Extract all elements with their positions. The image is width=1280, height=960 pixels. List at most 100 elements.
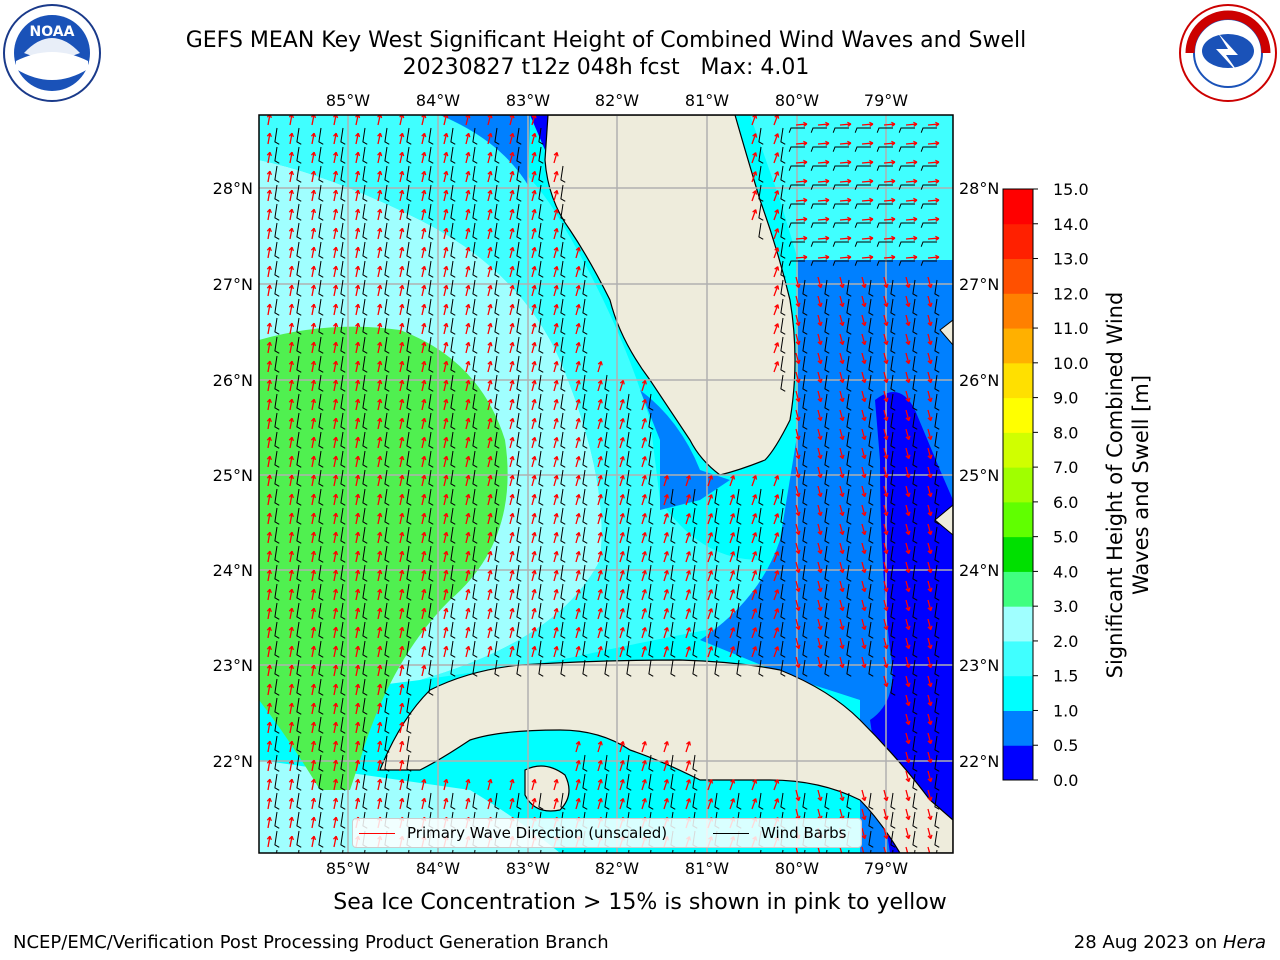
wave-direction-arrow [399, 570, 404, 582]
wave-arrow-head [861, 378, 867, 384]
wave-arrow-head [355, 474, 361, 480]
wave-direction-arrow [861, 409, 866, 421]
wave-direction-arrow [355, 532, 359, 544]
wind-barb [846, 317, 852, 335]
wind-barb [538, 412, 544, 430]
wind-barb [898, 146, 915, 152]
lat-label: 25°N [959, 466, 999, 485]
wave-arrow-head [443, 626, 449, 632]
wind-barb [362, 602, 368, 620]
wave-arrow-head [663, 570, 669, 575]
wave-direction-arrow [509, 133, 514, 145]
wind-barb [582, 412, 588, 430]
wind-barb [890, 811, 896, 829]
wave-direction-arrow [399, 722, 404, 734]
wave-direction-arrow [773, 152, 779, 164]
wave-arrow-head [531, 531, 537, 537]
wind-barb [384, 754, 390, 772]
wave-arrow-head [310, 759, 317, 765]
wave-arrow-head [355, 208, 361, 214]
wave-direction-arrow [377, 266, 381, 278]
wave-arrow-head [487, 341, 493, 347]
wave-arrow-head [465, 189, 471, 195]
wave-arrow-head [905, 701, 911, 707]
wave-direction-arrow [443, 247, 448, 259]
wave-arrow-head [597, 759, 603, 765]
wave-direction-arrow [553, 779, 558, 791]
legend-barb-label: Wind Barbs [761, 824, 847, 842]
wave-direction-arrow [377, 703, 381, 715]
wind-barb [670, 564, 676, 582]
wave-arrow-head [663, 798, 669, 803]
wind-barb [810, 260, 827, 266]
wave-direction-arrow [905, 656, 910, 668]
wave-direction-arrow [443, 171, 448, 183]
wave-arrow-head [531, 170, 537, 176]
wind-barb [648, 564, 654, 582]
wave-direction-arrow [905, 352, 910, 364]
wave-arrow-head [825, 121, 830, 127]
wind-barb [450, 583, 456, 601]
wave-arrow-head [817, 435, 823, 441]
wave-direction-arrow [619, 494, 624, 506]
wind-barb [318, 450, 324, 468]
wave-direction-arrow [883, 123, 896, 126]
wind-barb [318, 298, 324, 316]
wave-direction-arrow [421, 513, 426, 525]
wind-barb [890, 298, 896, 316]
wave-arrow-head [443, 322, 449, 328]
wind-barb [868, 431, 874, 449]
wave-direction-arrow [795, 199, 808, 202]
wave-direction-arrow [509, 475, 514, 487]
wind-barb [582, 355, 588, 373]
wave-arrow-head [421, 588, 427, 594]
wind-barb [472, 317, 478, 335]
wave-arrow-head [355, 170, 361, 176]
wave-direction-arrow [509, 627, 514, 639]
wave-arrow-head [443, 645, 449, 651]
wind-barb [472, 260, 478, 278]
wave-direction-arrow [377, 513, 381, 525]
wave-arrow-head [839, 625, 845, 631]
wind-barb [788, 260, 805, 266]
wind-barb [494, 260, 500, 278]
wave-arrow-head [817, 530, 823, 536]
wave-direction-arrow [267, 646, 271, 658]
wind-barb [538, 507, 544, 525]
wave-arrow-head [883, 549, 889, 555]
wave-arrow-head [266, 436, 272, 442]
wave-direction-arrow [377, 171, 381, 183]
wind-barb [362, 773, 368, 791]
wave-direction-arrow [751, 209, 757, 221]
wave-arrow-head [310, 531, 317, 537]
wave-direction-arrow [465, 608, 470, 620]
wind-barb [362, 222, 368, 240]
wind-barb [274, 811, 280, 829]
wave-arrow-head [443, 265, 449, 271]
wind-barb [868, 526, 874, 544]
wave-direction-arrow [905, 504, 910, 516]
wind-barb [384, 260, 390, 278]
wave-arrow-head [310, 626, 317, 632]
noaa-logo: NOAA [3, 4, 101, 102]
wind-barb [832, 165, 849, 171]
wind-barb [516, 469, 522, 487]
wave-arrow-head [935, 140, 940, 146]
wind-barb [604, 412, 610, 430]
wave-arrow-head [927, 720, 933, 726]
wave-arrow-head [913, 254, 918, 260]
wave-direction-arrow [311, 115, 315, 126]
wind-barb [890, 602, 896, 620]
wave-direction-arrow [333, 532, 337, 544]
wind-barb [934, 488, 940, 506]
wave-direction-arrow [289, 418, 293, 430]
wave-direction-arrow [465, 152, 470, 164]
wave-arrow-head [597, 607, 603, 613]
wind-barb [406, 716, 412, 734]
wave-direction-arrow [311, 570, 315, 582]
wave-arrow-head [575, 607, 581, 613]
wind-barb [604, 526, 610, 544]
wave-arrow-head [355, 512, 361, 518]
wave-arrow-head [817, 625, 823, 631]
wave-direction-arrow [377, 684, 381, 696]
